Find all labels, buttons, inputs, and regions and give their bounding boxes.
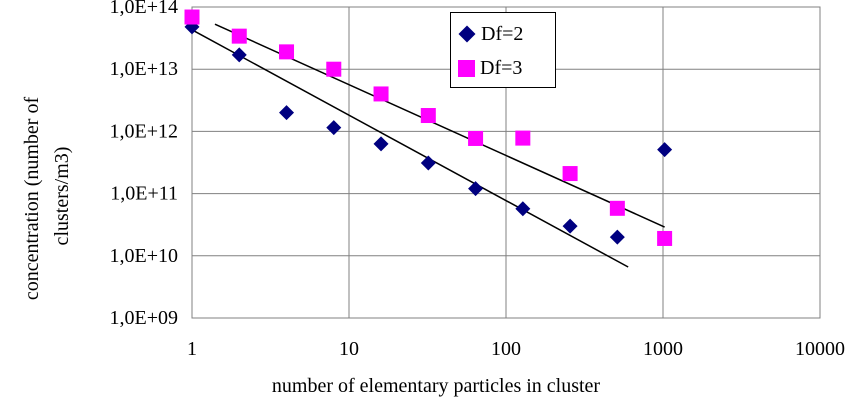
- x-tick-labels: 1 10 100 1000 10000: [187, 338, 845, 360]
- data-point-df3: [373, 86, 389, 102]
- legend-label-df3: Df=3: [480, 56, 523, 79]
- data-point-df3: [468, 130, 484, 146]
- x-tick-label: 1000: [643, 338, 683, 360]
- data-point-df3: [279, 44, 295, 60]
- data-point-df3: [231, 28, 247, 44]
- data-point-df3: [562, 166, 578, 182]
- legend-label-df2: Df=2: [481, 22, 524, 45]
- y-tick-label: 1,0E+11: [110, 183, 178, 205]
- data-point-df3: [609, 200, 625, 216]
- legend-item-df3: Df=3: [457, 55, 522, 81]
- x-tick-label: 10000: [795, 338, 845, 360]
- data-point-df2: [657, 142, 673, 158]
- legend-item-df2: Df=2: [457, 21, 523, 47]
- x-tick-label: 10: [339, 338, 359, 360]
- plot-area-frame: [191, 6, 821, 319]
- y-axis-label: concentration (number of clusters/m3): [21, 92, 73, 300]
- data-point-df3: [515, 130, 531, 146]
- y-tick-label: 1,0E+10: [110, 245, 179, 267]
- data-point-df2: [420, 155, 436, 171]
- data-point-df2: [231, 47, 247, 63]
- square-marker-icon: [458, 59, 475, 77]
- y-tick-label: 1,0E+09: [110, 307, 179, 329]
- data-point-df3: [326, 61, 342, 77]
- data-point-df2: [515, 201, 531, 217]
- y-tick-label: 1,0E+12: [110, 120, 179, 142]
- legend: Df=2 Df=3: [450, 12, 556, 88]
- data-point-df3: [420, 108, 436, 124]
- y-axis-label-line-1: concentration (number of: [21, 97, 43, 301]
- data-point-df3: [657, 230, 673, 246]
- trendline-df2: [191, 29, 629, 268]
- data-point-df2: [468, 181, 484, 197]
- data-point-df2: [562, 218, 578, 234]
- y-tick-label: 1,0E+14: [110, 0, 179, 18]
- data-point-df2: [279, 105, 295, 121]
- diamond-marker-icon: [458, 25, 476, 43]
- data-point-df2: [373, 136, 389, 152]
- data-point-df3: [184, 9, 200, 25]
- x-tick-label: 1: [187, 338, 197, 360]
- trendlines: [191, 23, 665, 268]
- data-point-df2: [326, 120, 342, 136]
- y-axis-label-line-2: clusters/m3): [51, 147, 73, 246]
- y-tick-labels: 1,0E+09 1,0E+10 1,0E+11 1,0E+12 1,0E+13 1,0E+…: [110, 0, 179, 329]
- x-tick-label: 100: [491, 338, 521, 360]
- x-axis-label: number of elementary particles in cluste…: [272, 375, 601, 397]
- y-tick-label: 1,0E+13: [110, 58, 179, 80]
- data-point-df2: [609, 229, 625, 245]
- data-points: [184, 9, 673, 246]
